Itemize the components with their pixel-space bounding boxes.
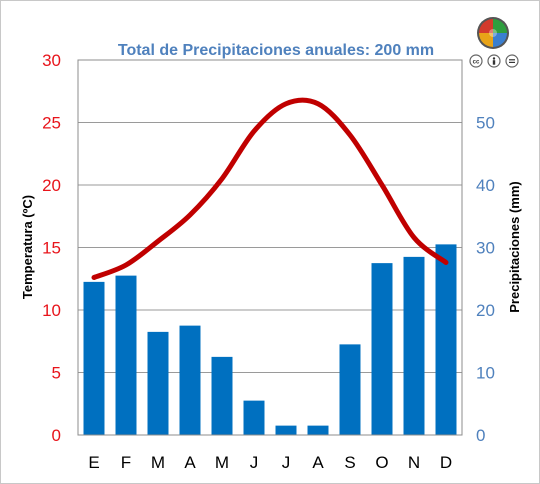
nd-icon (505, 54, 519, 68)
precipitation-bar (275, 425, 297, 435)
x-tick-label: J (250, 453, 259, 472)
x-tick-label: N (408, 453, 420, 472)
left-axis-title: Temperatura (ºC) (20, 195, 35, 299)
left-tick-label: 25 (42, 114, 61, 133)
precipitation-bar (339, 344, 361, 435)
chart-title: Total de Precipitaciones anuales: 200 mm (118, 42, 434, 59)
temperature-line (91, 97, 449, 280)
puzzle-globe-icon (477, 17, 509, 49)
left-tick-label: 30 (42, 51, 61, 70)
plot-area-border (77, 59, 463, 436)
right-tick-label: 50 (476, 114, 495, 133)
right-tick-label: 0 (476, 426, 485, 445)
precipitation-bar (403, 256, 425, 435)
precipitation-bar (83, 281, 105, 435)
precipitation-bar (307, 425, 329, 435)
precipitation-bar (115, 275, 137, 435)
right-tick-label: 20 (476, 301, 495, 320)
precipitation-bar (243, 400, 265, 435)
axes (77, 59, 463, 436)
left-tick-label: 10 (42, 301, 61, 320)
precipitation-bar (211, 356, 233, 435)
left-tick-label: 5 (52, 364, 61, 383)
left-tick-label: 15 (42, 239, 61, 258)
precipitation-bar (435, 244, 457, 435)
x-tick-label: A (184, 453, 196, 472)
precipitation-bar (179, 325, 201, 435)
x-tick-label: O (375, 453, 388, 472)
by-icon (487, 54, 501, 68)
right-tick-label: 10 (476, 364, 495, 383)
precipitation-bar (147, 331, 169, 435)
right-axis-title: Precipitaciones (mm) (507, 181, 522, 313)
left-axis-ticks: 0 5 10 15 20 25 30 (42, 51, 61, 445)
x-tick-label: M (215, 453, 229, 472)
right-tick-label: 40 (476, 176, 495, 195)
svg-text:cc: cc (473, 60, 480, 66)
x-tick-label: F (121, 453, 131, 472)
left-tick-label: 0 (52, 426, 61, 445)
x-tick-label: J (282, 453, 291, 472)
left-tick-label: 20 (42, 176, 61, 195)
right-axis-ticks: 0 10 20 30 40 50 (476, 114, 495, 446)
x-tick-label: E (88, 453, 99, 472)
right-tick-label: 30 (476, 239, 495, 258)
precipitation-bar (371, 263, 393, 435)
precipitation-bars (83, 244, 457, 435)
temperature-line-group (91, 97, 449, 280)
x-tick-label: M (151, 453, 165, 472)
x-tick-label: D (440, 453, 452, 472)
x-tick-label: A (312, 453, 324, 472)
cc-icon: cc (469, 54, 483, 68)
x-tick-label: S (344, 453, 355, 472)
